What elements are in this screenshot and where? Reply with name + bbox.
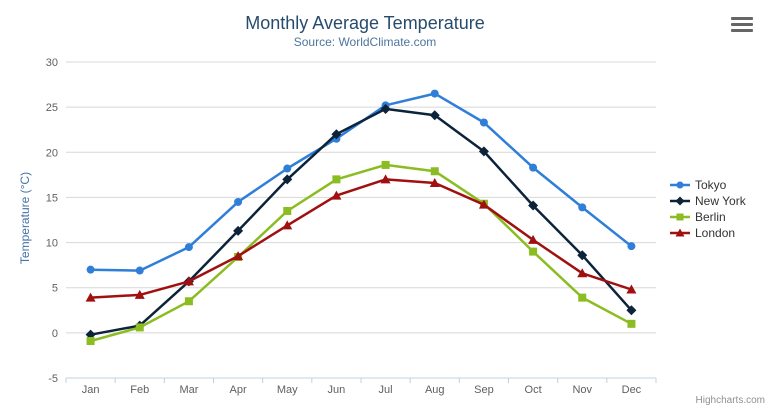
x-tick-label: Jan [82,384,100,396]
x-tick-label: Apr [230,384,247,396]
y-tick-label: 20 [46,147,58,159]
x-tick-label: Dec [622,384,642,396]
data-point-london-oct[interactable] [528,234,539,244]
data-point-london-mar[interactable] [183,276,194,286]
data-point-tokyo-may[interactable] [283,164,292,173]
data-point-berlin-mar[interactable] [184,297,193,306]
data-point-new-york-sep[interactable] [478,146,489,157]
x-tick-label: Jul [379,384,393,396]
data-point-berlin-feb[interactable] [135,323,144,332]
y-tick-label: 0 [52,328,58,340]
data-point-berlin-jan[interactable] [86,336,95,345]
legend-label: Berlin [695,210,726,224]
x-tick-label: May [277,384,298,396]
data-point-london-jan[interactable] [85,292,96,302]
data-point-berlin-may[interactable] [283,206,292,215]
legend-item-berlin[interactable]: Berlin [670,209,746,225]
series-line-berlin[interactable] [89,163,633,343]
data-point-london-jul[interactable] [380,174,391,184]
data-point-berlin-aug[interactable] [430,167,439,176]
legend-label: New York [695,194,746,208]
chart-title: Monthly Average Temperature [245,13,485,33]
data-point-new-york-apr[interactable] [233,225,244,236]
triangle-marker-icon [670,228,690,237]
data-point-berlin-jun[interactable] [332,175,341,184]
data-point-new-york-nov[interactable] [577,250,588,261]
y-tick-label: -5 [48,373,58,385]
y-axis-title: Temperature (°C) [18,171,32,265]
y-tick-label: 15 [46,192,58,204]
data-point-new-york-aug[interactable] [429,110,440,121]
data-point-tokyo-mar[interactable] [184,243,193,252]
series-line-london[interactable] [89,178,633,299]
x-tick-label: Aug [425,384,445,396]
data-point-london-may[interactable] [282,220,293,230]
series-london [85,174,637,302]
context-menu-button[interactable] [731,17,753,32]
series-line-new-york[interactable] [89,107,633,336]
data-point-new-york-jul[interactable] [380,103,391,114]
data-point-london-sep[interactable] [478,199,489,209]
series-tokyo [86,89,636,275]
data-point-tokyo-jan[interactable] [86,265,95,274]
x-tick-label: Mar [179,384,198,396]
data-point-tokyo-apr[interactable] [234,197,243,206]
data-point-tokyo-feb[interactable] [135,266,144,275]
data-point-tokyo-nov[interactable] [578,203,587,212]
legend-item-london[interactable]: London [670,225,746,241]
data-point-new-york-dec[interactable] [626,305,637,316]
legend-item-new-york[interactable]: New York [670,193,746,209]
hamburger-icon [731,23,753,26]
data-point-berlin-jul[interactable] [381,160,390,169]
data-point-tokyo-aug[interactable] [430,89,439,98]
y-tick-label: 10 [46,238,58,250]
chart-subtitle: Source: WorldClimate.com [293,35,437,49]
legend-label: London [695,226,736,240]
data-point-tokyo-sep[interactable] [479,118,488,127]
x-tick-label: Nov [572,384,592,396]
y-tick-label: 25 [46,102,58,114]
data-point-london-jun[interactable] [331,190,342,200]
data-point-london-apr[interactable] [233,251,244,261]
hamburger-icon [731,29,753,32]
hamburger-icon [731,17,753,20]
data-point-tokyo-oct[interactable] [529,163,538,172]
x-tick-label: Feb [130,384,149,396]
diamond-marker-icon [670,196,690,206]
data-point-london-feb[interactable] [134,289,145,299]
data-point-berlin-dec[interactable] [627,319,636,328]
data-point-london-dec[interactable] [626,284,637,294]
data-point-new-york-oct[interactable] [528,200,539,211]
data-point-london-aug[interactable] [429,177,440,187]
data-point-tokyo-dec[interactable] [627,242,636,251]
x-tick-label: Sep [474,384,494,396]
series-new-york [85,103,637,340]
square-marker-icon [670,213,690,221]
legend-item-tokyo[interactable]: Tokyo [670,177,746,193]
data-point-london-nov[interactable] [577,268,588,278]
x-tick-label: Oct [525,384,542,396]
data-point-new-york-jun[interactable] [331,129,342,140]
legend: Tokyo New York Berlin London [670,177,746,241]
x-tick-label: Jun [328,384,346,396]
legend-label: Tokyo [695,178,727,192]
data-point-berlin-nov[interactable] [578,293,587,302]
y-tick-label: 5 [52,283,58,295]
circle-marker-icon [670,181,690,189]
data-point-new-york-may[interactable] [282,174,293,185]
data-point-berlin-oct[interactable] [529,247,538,256]
y-tick-label: 30 [46,57,58,69]
credits-link[interactable]: Highcharts.com [695,395,765,406]
